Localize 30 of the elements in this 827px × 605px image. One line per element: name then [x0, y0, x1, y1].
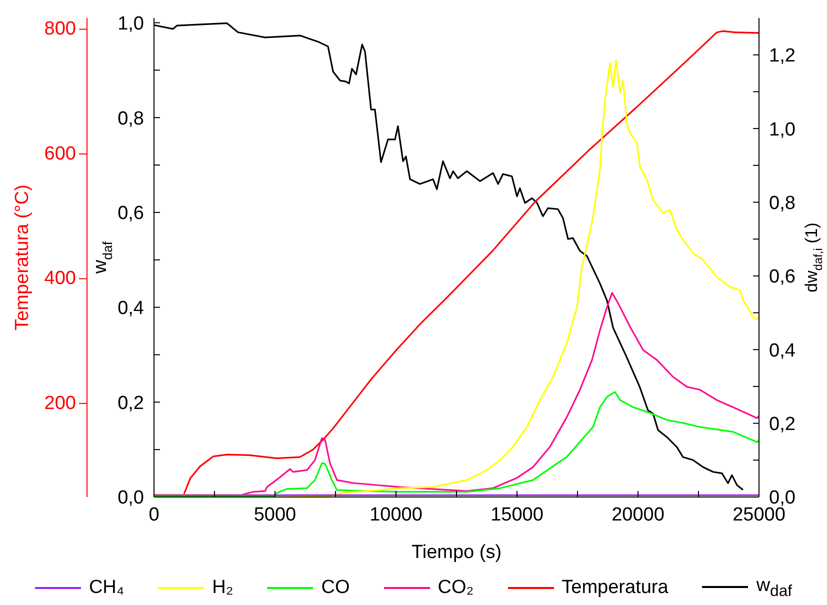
y-tick-label: 0,4 — [118, 298, 144, 320]
legend-label: Temperatura — [562, 576, 668, 598]
y3-tick-label: 400 — [44, 268, 76, 290]
y2-tick-label: 0,8 — [769, 192, 796, 214]
x-tick-label: 15000 — [490, 504, 544, 526]
y2-tick-label: 0,4 — [769, 340, 796, 362]
y-tick-label: 1,0 — [118, 13, 144, 34]
legend-label: w$_{daf}$ — [756, 574, 792, 600]
legend-label: CO — [321, 576, 350, 598]
y3-axis-title: Temperatura (°C) — [12, 184, 32, 330]
y2-tick-label: 1,2 — [769, 46, 796, 67]
x-tick-label: 0 — [148, 504, 160, 526]
y3-tick-label: 800 — [44, 18, 76, 40]
x-tick-label: 20000 — [612, 504, 664, 526]
y-tick-label: 0,6 — [118, 203, 144, 224]
x-tick-label: 5000 — [254, 504, 296, 526]
legend-label: H₂ — [212, 576, 234, 598]
x-tick-label: 25000 — [732, 504, 786, 526]
legend-label: CH₄ — [88, 576, 124, 598]
y3-tick-label: 600 — [44, 143, 76, 164]
x-tick-label: 10000 — [370, 504, 422, 526]
y2-tick-label: 0,6 — [769, 266, 796, 288]
y-tick-label: 0,2 — [118, 392, 144, 414]
y-tick-label: 0,8 — [118, 108, 144, 130]
y3-tick-label: 200 — [44, 392, 76, 414]
y2-tick-label: 0,2 — [769, 414, 796, 436]
y2-tick-label: 1,0 — [769, 119, 796, 140]
x-axis-title: Tiempo (s) — [411, 542, 502, 562]
legend-label: CO₂ — [438, 576, 474, 598]
y-tick-label: 0,0 — [118, 488, 144, 509]
